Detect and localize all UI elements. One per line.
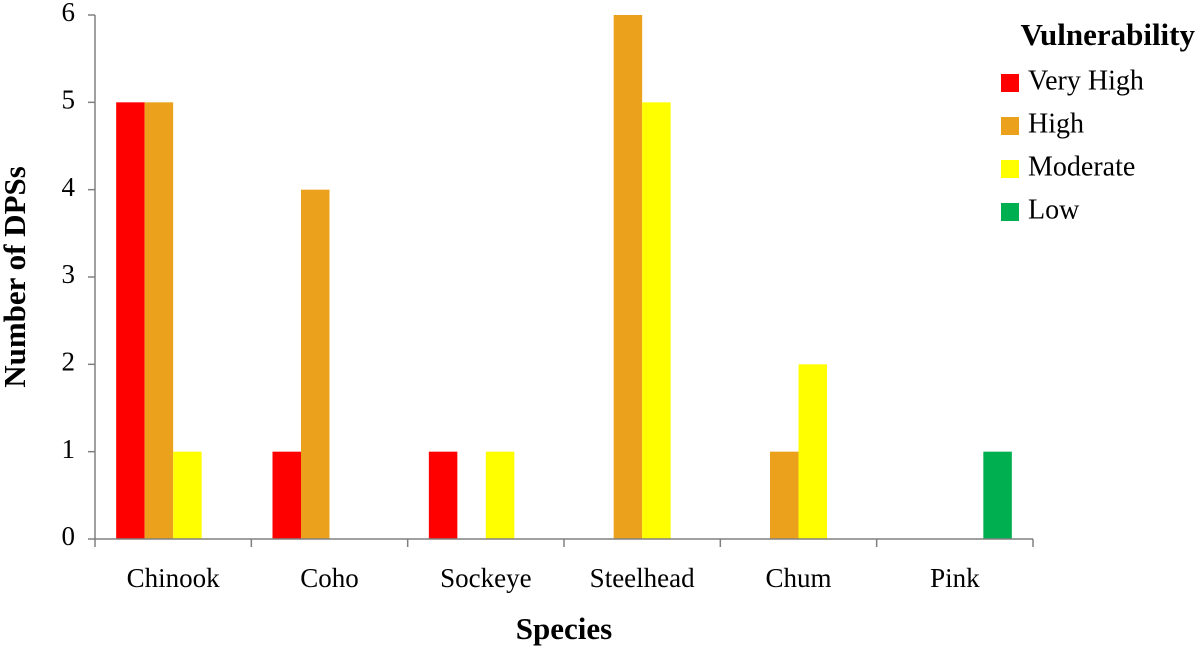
y-tick-label: 1 (62, 434, 76, 464)
legend-swatch (1001, 160, 1019, 178)
bar (983, 451, 1012, 539)
x-tick-label: Coho (300, 563, 359, 593)
x-tick-label: Sockeye (440, 563, 531, 593)
legend-label: Moderate (1028, 151, 1135, 182)
bar (301, 189, 330, 539)
bar (272, 451, 301, 539)
y-axis-title: Number of DPSs (0, 166, 32, 388)
bar (116, 102, 145, 539)
x-axis-title: Species (516, 611, 612, 646)
y-tick-label: 0 (62, 521, 76, 551)
y-tick-label: 5 (62, 85, 76, 115)
y-tick-label: 2 (62, 347, 76, 377)
legend-swatch (1001, 74, 1019, 92)
legend-swatch (1001, 203, 1019, 221)
legend-label: Low (1028, 194, 1080, 225)
bar (173, 451, 202, 539)
x-tick-label: Chinook (127, 563, 221, 593)
legend-swatch (1001, 117, 1019, 135)
bar (770, 451, 799, 539)
x-tick-label: Chum (765, 563, 831, 593)
legend-label: High (1028, 108, 1084, 139)
bar (428, 451, 458, 539)
legend-label: Very High (1028, 65, 1144, 96)
bar (613, 15, 643, 539)
x-tick-label: Pink (930, 563, 980, 593)
bar (642, 102, 671, 539)
y-tick-label: 3 (62, 259, 76, 289)
x-tick-label: Steelhead (590, 563, 695, 593)
bar (798, 364, 827, 539)
y-tick-label: 4 (62, 172, 76, 202)
legend-title: Vulnerability (1020, 17, 1195, 52)
y-tick-label: 6 (62, 0, 76, 27)
bar (144, 102, 174, 539)
bar (485, 451, 515, 539)
